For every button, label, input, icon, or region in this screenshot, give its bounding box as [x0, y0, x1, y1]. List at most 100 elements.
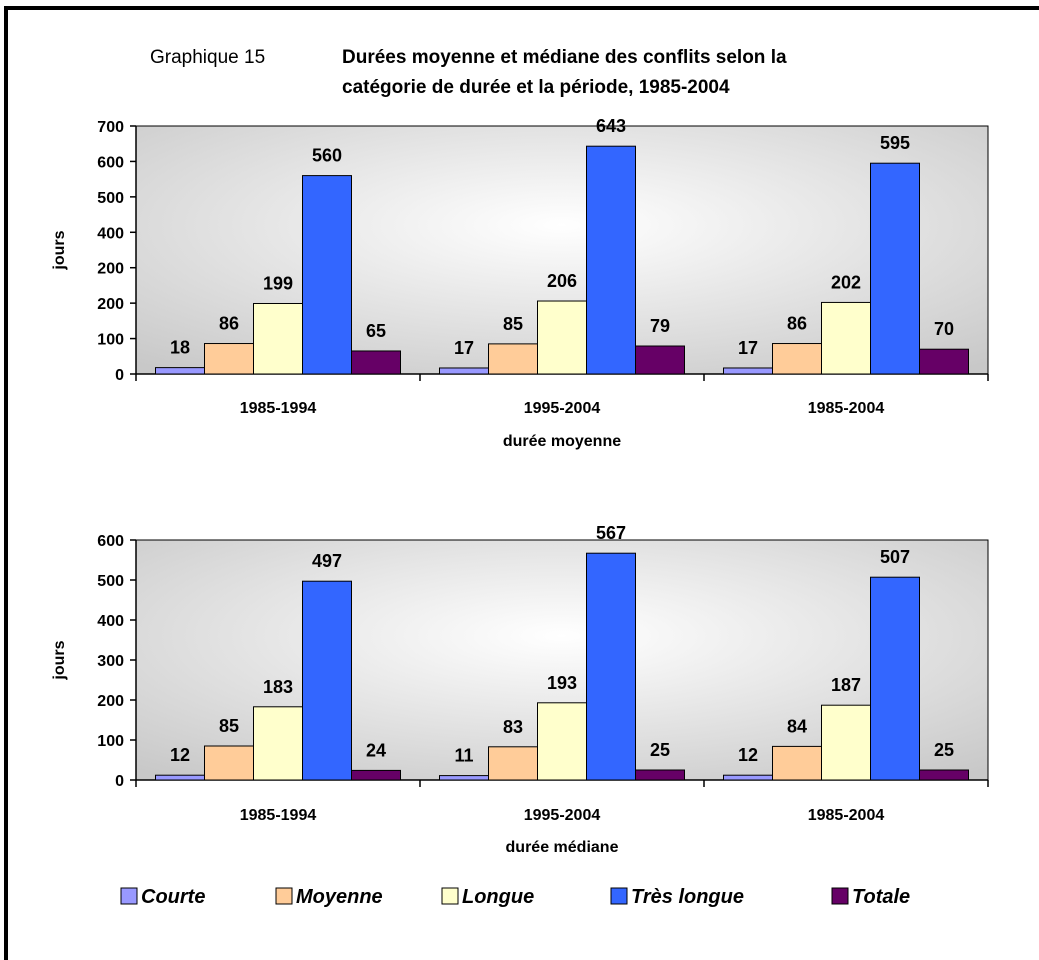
legend-swatch — [610, 887, 628, 905]
bar-value-label: 70 — [934, 319, 954, 339]
bar-value-label: 183 — [263, 677, 293, 697]
y-axis-label: jours — [51, 640, 68, 680]
x-category-label: 1985-1994 — [240, 807, 317, 824]
figure-number-label: Graphique 15 — [150, 47, 265, 68]
x-category-label: 1995-2004 — [524, 400, 601, 417]
bar-value-label: 84 — [787, 716, 807, 736]
y-tick-label: 400 — [97, 613, 124, 630]
bar-value-label: 560 — [312, 146, 342, 166]
bar-value-label: 193 — [547, 673, 577, 693]
bar-totale — [919, 348, 969, 375]
bar-moyenne — [488, 343, 538, 375]
bar-courte — [439, 367, 489, 375]
bar-moyenne — [772, 343, 822, 375]
bar-value-label: 12 — [738, 745, 758, 765]
bar-value-label: 187 — [831, 675, 861, 695]
bar-value-label: 85 — [219, 716, 239, 736]
y-tick-label: 200 — [97, 261, 124, 278]
y-tick-label: 300 — [97, 653, 124, 670]
bar-value-label: 567 — [596, 523, 626, 543]
figure-title-line2: catégorie de durée et la période, 1985-2… — [342, 77, 730, 98]
bar-value-label: 79 — [650, 316, 670, 336]
bar-courte — [723, 774, 773, 781]
bar-tres-longue — [302, 175, 352, 375]
bar-longue — [821, 301, 871, 375]
bar-value-label: 65 — [366, 321, 386, 341]
legend-label: Totale — [852, 886, 910, 908]
bar-value-label: 497 — [312, 551, 342, 571]
bar-tres-longue — [870, 576, 920, 781]
legend-label: Moyenne — [296, 886, 383, 908]
bar-value-label: 12 — [170, 745, 190, 765]
bar-value-label: 25 — [650, 740, 670, 760]
bar-value-label: 17 — [738, 338, 758, 358]
bar-longue — [537, 702, 587, 781]
y-tick-label: 200 — [97, 296, 124, 313]
y-axis-label: jours — [51, 230, 68, 270]
legend-label: Courte — [141, 886, 205, 908]
bar-longue — [821, 704, 871, 781]
figure-title-line1: Durées moyenne et médiane des conflits s… — [342, 47, 787, 68]
bar-value-label: 507 — [880, 547, 910, 567]
bar-longue — [253, 302, 303, 375]
legend-label: Très longue — [631, 886, 744, 908]
bar-totale — [351, 769, 401, 781]
bar-longue — [537, 300, 587, 375]
x-category-label: 1985-2004 — [808, 400, 885, 417]
legend-swatch — [831, 887, 849, 905]
y-tick-label: 600 — [97, 154, 124, 171]
bar-value-label: 643 — [596, 116, 626, 136]
legend-swatch — [120, 887, 138, 905]
bar-totale — [351, 350, 401, 375]
x-category-label: 1985-2004 — [808, 807, 885, 824]
bar-value-label: 17 — [454, 338, 474, 358]
bar-longue — [253, 706, 303, 781]
bar-tres-longue — [586, 552, 636, 781]
bar-tres-longue — [302, 580, 352, 781]
y-tick-label: 400 — [97, 225, 124, 242]
bar-moyenne — [204, 745, 254, 781]
bar-totale — [635, 769, 685, 781]
bar-moyenne — [204, 343, 254, 375]
y-tick-label: 700 — [97, 119, 124, 136]
bar-value-label: 24 — [366, 740, 386, 760]
bar-totale — [635, 345, 685, 375]
legend-swatch — [275, 887, 293, 905]
legend: Courte Moyenne Longue Très longue Totale — [120, 886, 910, 908]
bar-value-label: 83 — [503, 717, 523, 737]
bar-value-label: 86 — [787, 314, 807, 334]
chart-median-duration: 0 100 200 300 400 500 600 jours 12 85 183 497 24 1985… — [51, 523, 989, 856]
bar-value-label: 206 — [547, 271, 577, 291]
bar-totale — [919, 769, 969, 781]
frame-border-left — [4, 6, 8, 960]
y-tick-label: 0 — [115, 773, 124, 790]
bar-moyenne — [488, 746, 538, 781]
y-tick-label: 200 — [97, 693, 124, 710]
bar-value-label: 202 — [831, 272, 861, 292]
x-axis-label: durée moyenne — [503, 433, 621, 450]
bar-tres-longue — [870, 162, 920, 375]
y-tick-label: 500 — [97, 573, 124, 590]
bar-value-label: 199 — [263, 273, 293, 293]
bar-tres-longue — [586, 145, 636, 375]
bar-courte — [155, 367, 205, 375]
bar-courte — [439, 775, 489, 781]
y-tick-label: 500 — [97, 190, 124, 207]
bar-value-label: 25 — [934, 740, 954, 760]
bar-value-label: 18 — [170, 338, 190, 358]
frame-border-top — [4, 6, 1039, 10]
legend-swatch — [441, 887, 459, 905]
y-tick-label: 600 — [97, 533, 124, 550]
bar-value-label: 85 — [503, 314, 523, 334]
y-tick-label: 0 — [115, 367, 124, 384]
bar-value-label: 86 — [219, 314, 239, 334]
y-tick-label: 100 — [97, 733, 124, 750]
bar-courte — [155, 774, 205, 781]
bar-value-label: 595 — [880, 133, 910, 153]
x-axis-label: durée médiane — [506, 839, 619, 856]
x-category-label: 1995-2004 — [524, 807, 601, 824]
bar-moyenne — [772, 745, 822, 781]
bar-courte — [723, 367, 773, 375]
